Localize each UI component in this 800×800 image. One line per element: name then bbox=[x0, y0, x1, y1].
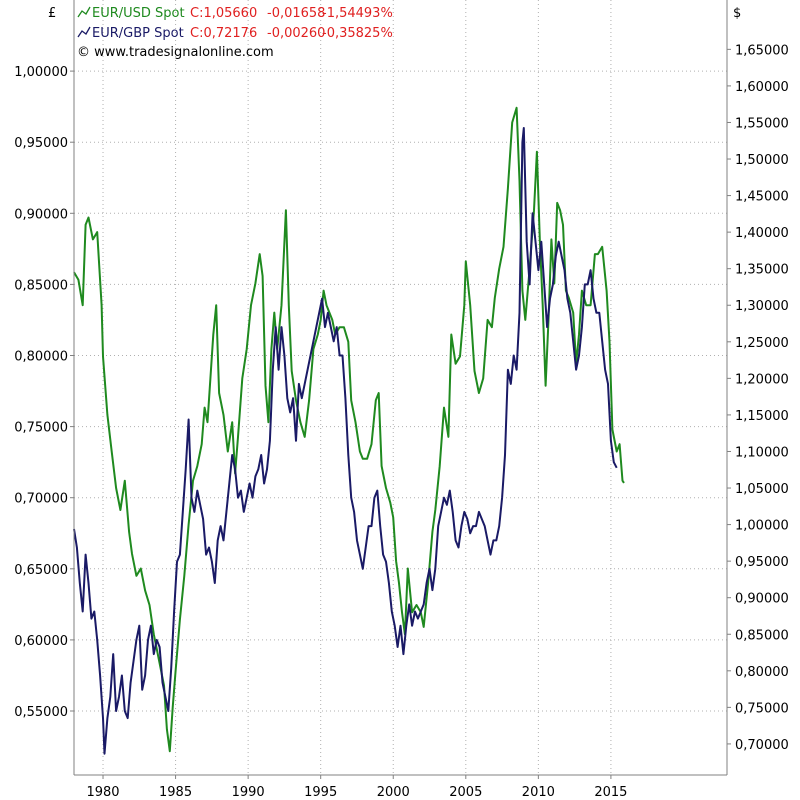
series-line-eur-usd-spot bbox=[73, 106, 625, 753]
left-tick-label: 0,75000 bbox=[14, 421, 68, 436]
legend-close-value: C:0,72176 bbox=[190, 26, 257, 41]
legend-change-pct: -0,35825% bbox=[322, 26, 393, 41]
x-tick-label: 2015 bbox=[594, 785, 627, 800]
right-tick-label: 1,10000 bbox=[735, 445, 789, 460]
right-tick-label: 1,15000 bbox=[735, 409, 789, 424]
right-tick-label: 0,85000 bbox=[735, 628, 789, 643]
left-tick-label: 0,65000 bbox=[14, 563, 68, 578]
x-tick-label: 2000 bbox=[377, 785, 410, 800]
right-tick-label: 1,50000 bbox=[735, 153, 789, 168]
left-tick-label: 0,55000 bbox=[14, 705, 68, 720]
left-tick-label: 0,85000 bbox=[14, 278, 68, 293]
right-tick-label: 0,70000 bbox=[735, 738, 789, 753]
watermark: © www.tradesignalonline.com bbox=[77, 45, 274, 60]
left-tick-label: 0,60000 bbox=[14, 634, 68, 649]
right-tick-label: 1,45000 bbox=[735, 190, 789, 205]
legend-series-name: EUR/USD Spot bbox=[92, 6, 185, 21]
x-tick-label: 1985 bbox=[159, 785, 192, 800]
line-tool-icon bbox=[77, 6, 91, 18]
right-tick-label: 1,35000 bbox=[735, 263, 789, 278]
left-tick-label: 0,90000 bbox=[14, 207, 68, 222]
right-tick-label: 1,60000 bbox=[735, 80, 789, 95]
x-tick-label: 2010 bbox=[522, 785, 555, 800]
right-tick-label: 1,00000 bbox=[735, 519, 789, 534]
series-line-eur-gbp-spot bbox=[73, 127, 618, 755]
x-tick-label: 1990 bbox=[232, 785, 265, 800]
legend-change: -0,01658 bbox=[267, 6, 325, 21]
x-tick-label: 2005 bbox=[449, 785, 482, 800]
legend-entry-eurgbp: EUR/GBP Spot C:0,72176 -0,00260 -0,35825… bbox=[77, 26, 393, 41]
left-tick-label: 1,00000 bbox=[14, 65, 68, 80]
legend-change-pct: -1,54493% bbox=[322, 6, 393, 21]
right-tick-label: 1,20000 bbox=[735, 372, 789, 387]
left-tick-label: 0,70000 bbox=[14, 492, 68, 507]
right-tick-label: 1,65000 bbox=[735, 43, 789, 58]
right-tick-label: 1,30000 bbox=[735, 299, 789, 314]
legend: EUR/USD Spot C:1,05660 -0,01658 -1,54493… bbox=[77, 6, 393, 60]
right-tick-label: 1,40000 bbox=[735, 226, 789, 241]
series-layer bbox=[73, 106, 625, 755]
left-tick-label: 0,80000 bbox=[14, 350, 68, 365]
left-unit-label: £ bbox=[48, 6, 56, 21]
legend-change: -0,00260 bbox=[267, 26, 325, 41]
x-axis: 1980 1985 1990 1995 2000 2005 2010 2015 bbox=[86, 775, 627, 800]
legend-entry-eurusd: EUR/USD Spot C:1,05660 -0,01658 -1,54493… bbox=[77, 6, 393, 21]
x-tick-label: 1980 bbox=[86, 785, 119, 800]
right-tick-label: 0,95000 bbox=[735, 555, 789, 570]
right-tick-label: 1,25000 bbox=[735, 336, 789, 351]
right-unit-label: $ bbox=[733, 6, 741, 21]
x-tick-label: 1995 bbox=[304, 785, 337, 800]
legend-series-name: EUR/GBP Spot bbox=[92, 26, 184, 41]
right-tick-label: 0,80000 bbox=[735, 665, 789, 680]
line-tool-icon bbox=[77, 26, 91, 38]
right-tick-label: 1,55000 bbox=[735, 116, 789, 131]
right-tick-label: 0,75000 bbox=[735, 701, 789, 716]
right-tick-label: 0,90000 bbox=[735, 592, 789, 607]
left-tick-label: 0,95000 bbox=[14, 136, 68, 151]
legend-close-value: C:1,05660 bbox=[190, 6, 257, 21]
right-axis: 0,70000 0,75000 0,80000 0,85000 0,90000 0,950… bbox=[727, 43, 789, 753]
left-axis: 0,55000 0,60000 0,65000 0,70000 0,75000 0,800… bbox=[14, 65, 74, 720]
right-tick-label: 1,05000 bbox=[735, 482, 789, 497]
